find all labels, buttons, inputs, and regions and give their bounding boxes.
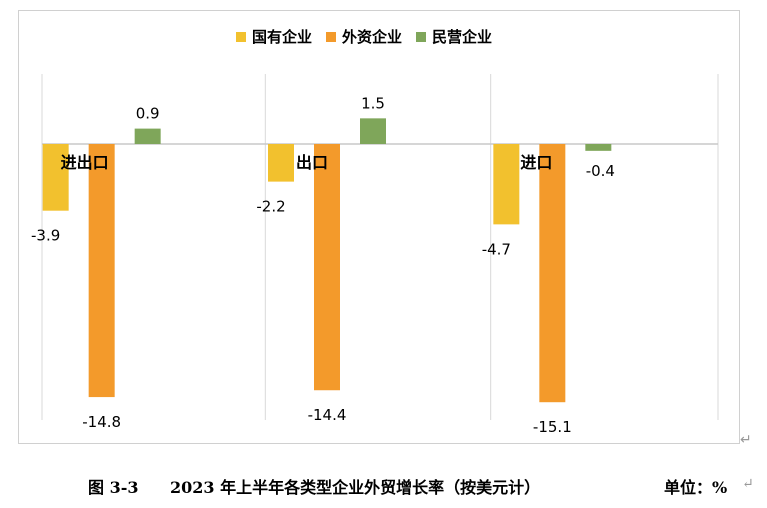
figure-number: 图 3-3 <box>88 478 139 497</box>
legend-label-private: 民营企业 <box>432 28 493 46</box>
legend-item-private: 民营企业 <box>416 26 492 47</box>
figure-title: 2023 年上半年各类型企业外贸增长率（按美元计） <box>170 478 541 497</box>
bar-private <box>134 128 161 144</box>
category-label: 进出口 <box>61 153 109 172</box>
data-label: -14.4 <box>308 406 347 424</box>
category-label: 进口 <box>520 153 552 172</box>
bar-private <box>585 144 612 151</box>
bar-foreign <box>539 144 566 403</box>
category-label: 出口 <box>296 153 328 172</box>
chart-legend: 国有企业 外资企业 民营企业 <box>236 26 492 47</box>
bar-foreign <box>88 144 115 398</box>
legend-item-foreign: 外资企业 <box>326 26 402 47</box>
return-mark-caption: ↵ <box>742 476 754 492</box>
chart-plot: -3.9 -14.8 0.9 进出口 -2.2 -14.4 1.5 出口 -4.7 -15.1 -0… <box>31 74 719 436</box>
legend-swatch-foreign <box>326 31 337 42</box>
data-label: 0.9 <box>136 105 160 123</box>
bar-private <box>360 118 386 144</box>
bar-soe <box>493 144 520 225</box>
bar-foreign <box>314 144 340 391</box>
return-mark-chart: ↵ <box>740 432 752 448</box>
data-label: -2.2 <box>256 198 285 216</box>
bar-soe <box>268 144 294 182</box>
chart-frame <box>18 10 740 444</box>
data-label: -14.8 <box>82 413 121 431</box>
legend-item-soe: 国有企业 <box>236 26 312 47</box>
bar-soe <box>42 144 69 211</box>
legend-swatch-private <box>416 31 427 42</box>
legend-swatch-soe <box>236 31 246 42</box>
data-label: -3.9 <box>31 227 60 245</box>
data-label: -0.4 <box>586 162 615 180</box>
legend-label-foreign: 外资企业 <box>342 28 403 46</box>
figure-unit: 单位：% <box>664 478 728 497</box>
data-label: 1.5 <box>361 94 385 112</box>
data-label: -15.1 <box>533 418 572 436</box>
legend-label-soe: 国有企业 <box>252 28 313 46</box>
data-label: -4.7 <box>482 240 511 258</box>
